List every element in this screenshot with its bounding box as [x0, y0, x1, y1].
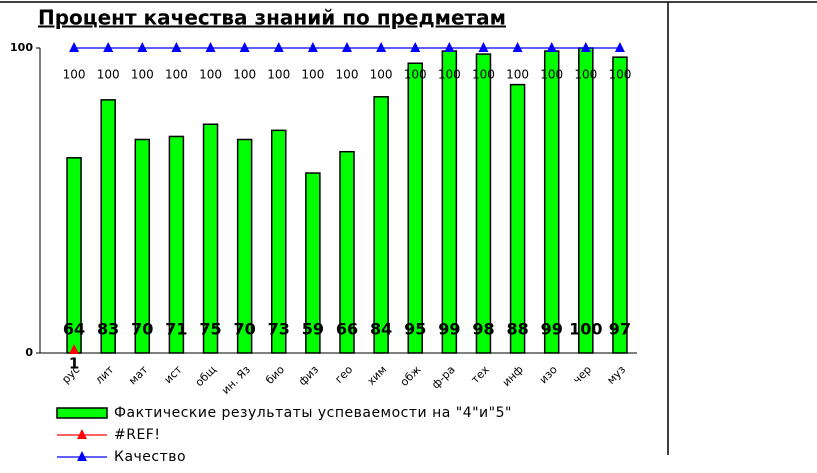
bar-value-label: 71: [165, 320, 187, 339]
line-value-label: 100: [199, 68, 222, 82]
legend-marker: [77, 451, 87, 461]
x-tick-label: мат: [126, 363, 151, 388]
line-marker: [307, 42, 318, 52]
x-tick-label: обж: [398, 363, 424, 389]
x-tick-label: гео: [332, 363, 355, 386]
bar: [100, 99, 116, 354]
bar: [339, 150, 355, 354]
bar: [612, 56, 628, 354]
line-value-label: 100: [506, 68, 529, 82]
bar-value-label: 70: [131, 320, 153, 339]
line-marker: [444, 42, 455, 52]
bar: [168, 135, 185, 354]
bar: [578, 47, 594, 354]
line-marker: [512, 42, 523, 52]
bar: [134, 138, 151, 354]
bar-value-label: 59: [302, 320, 324, 339]
line-marker: [205, 42, 216, 52]
legend-marker: [77, 429, 87, 439]
chart-title: Процент качества знаний по предметам: [38, 6, 506, 30]
x-tick-label: хим: [365, 363, 390, 388]
line-marker: [580, 42, 591, 52]
line-value-label: 100: [540, 68, 563, 82]
line-marker: [342, 42, 352, 52]
line-value-label: 100: [97, 68, 120, 82]
x-tick-label: лит: [93, 363, 117, 387]
line-value-label: 100: [608, 68, 631, 82]
bar: [441, 50, 458, 354]
x-tick-label: чер: [571, 363, 595, 387]
line-marker: [273, 42, 284, 52]
line-marker: [103, 42, 114, 52]
x-tick-label: ин. Яз: [219, 363, 253, 397]
line-marker: [410, 42, 421, 52]
line-value-label: 100: [301, 68, 324, 82]
bar: [271, 129, 287, 354]
line-marker: [137, 42, 148, 52]
line-marker: [376, 42, 387, 52]
bar: [543, 50, 560, 354]
line-value-label: 100: [472, 68, 495, 82]
x-tick-label: тех: [469, 363, 492, 386]
bar-value-label: 88: [506, 320, 528, 339]
line-marker: [239, 42, 250, 52]
bar-value-label: 99: [438, 320, 460, 339]
line-value-label: 100: [131, 68, 154, 82]
bar-value-label: 97: [609, 320, 631, 339]
line-marker: [614, 42, 625, 52]
y-tick-label: 100: [10, 41, 33, 54]
bar-value-label: 95: [404, 320, 426, 339]
bar-value-label: 83: [97, 320, 119, 339]
bar-value-label: 98: [472, 320, 494, 339]
bar-value-label: 73: [268, 320, 290, 339]
line-marker: [69, 343, 80, 354]
bar: [373, 96, 389, 354]
line-marker: [171, 42, 182, 52]
line-value-label: 100: [438, 68, 461, 82]
legend-label: Фактические результаты успеваемости на "…: [114, 405, 512, 421]
bar: [509, 83, 526, 354]
bar: [305, 172, 321, 354]
line-marker: [546, 42, 557, 52]
line-marker: [69, 42, 80, 52]
legend-label: #REF!: [114, 427, 160, 443]
line-value-label: 100: [336, 68, 359, 82]
legend-label: Качество: [114, 449, 186, 465]
line-value-label: 100: [404, 68, 427, 82]
legend-swatch: [56, 407, 108, 419]
x-tick-label: физ: [296, 363, 321, 388]
bar: [202, 123, 219, 354]
line-value-label: 100: [63, 68, 86, 82]
y-tick-label: 0: [25, 346, 33, 359]
bar: [236, 138, 253, 354]
line-value-label: 100: [165, 68, 188, 82]
bar-value-label: 70: [234, 320, 256, 339]
bar: [475, 53, 492, 354]
line-value-label: 100: [267, 68, 290, 82]
x-tick-label: муз: [604, 363, 628, 387]
bar-value-label: 99: [541, 320, 563, 339]
line-value-label: 100: [574, 68, 597, 82]
bar-value-label: 100: [569, 320, 602, 339]
line-value-label: 1: [69, 354, 79, 372]
bar-value-label: 75: [199, 320, 221, 339]
bar: [407, 62, 423, 354]
line-value-label: 100: [370, 68, 393, 82]
x-tick-label: инф: [500, 363, 526, 389]
x-tick-label: био: [263, 363, 287, 387]
line-value-label: 100: [233, 68, 256, 82]
x-tick-label: изо: [537, 363, 560, 386]
line-marker: [478, 42, 489, 52]
x-tick-label: ист: [162, 363, 185, 386]
bar-value-label: 66: [336, 320, 358, 339]
bar-value-label: 84: [370, 320, 392, 339]
x-tick-label: общ: [193, 363, 219, 389]
bar-value-label: 64: [63, 320, 85, 339]
x-tick-label: ф-ра: [429, 363, 457, 391]
